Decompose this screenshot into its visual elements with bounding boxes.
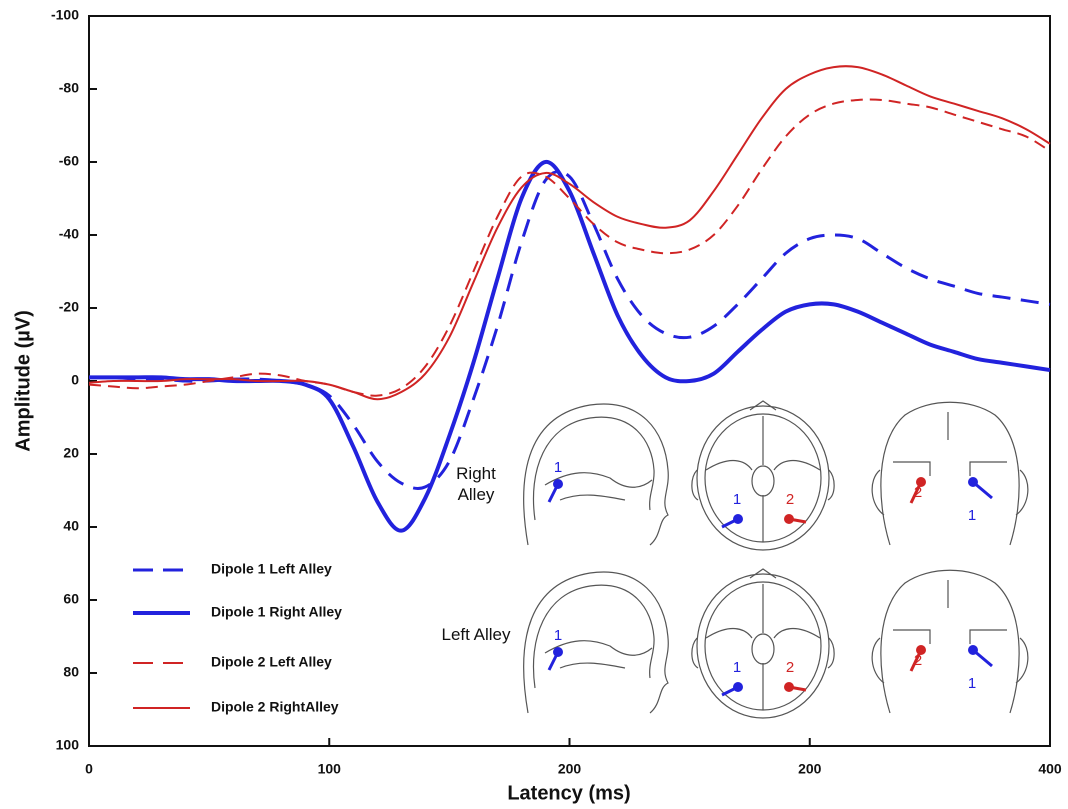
legend-label: Dipole 2 RightAlley bbox=[211, 699, 339, 715]
brain-fold bbox=[559, 494, 626, 501]
head-outline bbox=[532, 584, 655, 689]
series-line bbox=[88, 170, 1051, 490]
legend-label: Dipole 1 Left Alley bbox=[211, 561, 332, 577]
x-tick-label: 200 bbox=[558, 761, 582, 777]
x-axis-title: Latency (ms) bbox=[507, 782, 630, 804]
brain-fold bbox=[544, 472, 653, 488]
y-tick-label: 80 bbox=[63, 664, 79, 680]
head-outline bbox=[523, 571, 669, 714]
inset-row: 1 1 2 2 1 bbox=[523, 400, 1029, 551]
dipole-label: 2 bbox=[914, 652, 922, 669]
dipole bbox=[784, 514, 794, 524]
x-tick-label: 0 bbox=[85, 761, 93, 777]
y-axis-title: Amplitude (µV) bbox=[12, 310, 34, 452]
y-tick-label: 100 bbox=[56, 737, 80, 753]
row-label: Right Alley bbox=[456, 464, 496, 504]
dipole bbox=[968, 645, 978, 655]
brain-fold bbox=[893, 580, 1007, 644]
dipole-label: 1 bbox=[733, 491, 741, 508]
dipole-label: 1 bbox=[554, 459, 562, 476]
y-tick-label: -40 bbox=[59, 226, 79, 242]
y-tick-label: 20 bbox=[63, 445, 79, 461]
head-outline bbox=[523, 403, 669, 546]
dipole-label: 2 bbox=[786, 659, 794, 676]
dipole bbox=[733, 682, 743, 692]
dipole bbox=[968, 477, 978, 487]
x-tick-label: 200 bbox=[798, 761, 822, 777]
y-tick-label: -60 bbox=[59, 153, 79, 169]
dipole-label: 1 bbox=[968, 675, 976, 692]
y-tick-label: -20 bbox=[59, 299, 79, 315]
brain-fold bbox=[893, 412, 1007, 476]
head-outline bbox=[532, 416, 655, 521]
y-tick-label: 60 bbox=[63, 591, 79, 607]
head-outline bbox=[749, 568, 777, 579]
brain-fold bbox=[751, 465, 775, 497]
row-label: Left Alley bbox=[441, 625, 511, 644]
inset-row: 1 1 2 2 1 bbox=[523, 568, 1029, 719]
head-outline bbox=[696, 405, 830, 551]
dipole-label: 2 bbox=[786, 491, 794, 508]
dipole bbox=[916, 645, 926, 655]
dipole-label: 1 bbox=[554, 627, 562, 644]
head-outline bbox=[880, 401, 1020, 546]
head-outline bbox=[871, 637, 1029, 684]
x-tick-label: 400 bbox=[1038, 761, 1062, 777]
series-line bbox=[88, 65, 1051, 401]
head-outline bbox=[696, 573, 830, 719]
dipole-label: 1 bbox=[968, 507, 976, 524]
dipole bbox=[784, 682, 794, 692]
x-tick-label: 100 bbox=[318, 761, 342, 777]
brain-fold bbox=[544, 640, 653, 656]
head-outline bbox=[691, 469, 835, 501]
y-tick-label: -100 bbox=[51, 7, 79, 23]
dipole bbox=[916, 477, 926, 487]
legend-label: Dipole 2 Left Alley bbox=[211, 654, 332, 670]
dipole bbox=[553, 647, 563, 657]
head-outline bbox=[871, 469, 1029, 516]
head-outline bbox=[880, 569, 1020, 714]
brain-fold bbox=[559, 662, 626, 669]
dipole bbox=[733, 514, 743, 524]
y-tick-label: 40 bbox=[63, 518, 79, 534]
series-line bbox=[88, 160, 1051, 533]
dipole-label: 2 bbox=[914, 484, 922, 501]
y-tick-label: 0 bbox=[71, 372, 79, 388]
dipole bbox=[553, 479, 563, 489]
brain-fold bbox=[751, 633, 775, 665]
head-outline bbox=[749, 400, 777, 411]
dipole-label: 1 bbox=[733, 659, 741, 676]
y-tick-label: -80 bbox=[59, 80, 79, 96]
head-outline bbox=[691, 637, 835, 669]
brain-fold bbox=[705, 416, 821, 542]
brain-fold bbox=[705, 584, 821, 710]
legend-label: Dipole 1 Right Alley bbox=[211, 604, 342, 620]
series-line bbox=[88, 98, 1051, 397]
